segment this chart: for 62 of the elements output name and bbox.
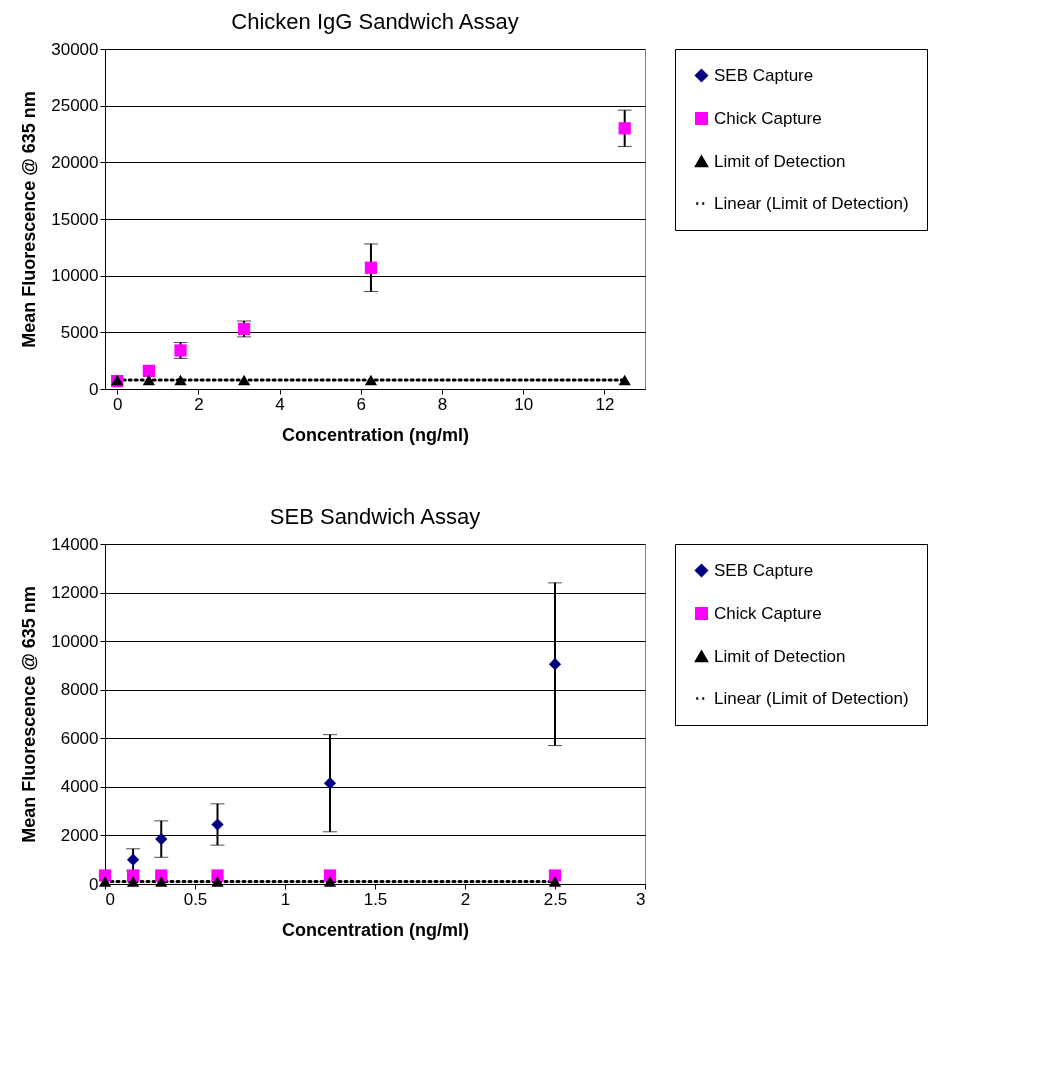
y-tick-label: 5000 — [60, 322, 99, 342]
y-tick-label: 14000 — [51, 534, 99, 554]
point — [364, 374, 378, 386]
x-tick-label: 2 — [194, 394, 204, 414]
legend-label: Linear (Limit of Detection) — [714, 193, 909, 213]
x-tick-label: 0.5 — [183, 889, 208, 909]
point — [155, 832, 168, 846]
point — [142, 364, 155, 377]
y-axis-title: Mean Fluorescence @ 635 nm — [19, 586, 40, 843]
x-tick-label: 1 — [280, 889, 291, 909]
point — [174, 374, 187, 386]
point — [126, 853, 140, 866]
x-tick-label: 10 — [514, 394, 534, 414]
point — [364, 261, 378, 274]
y-tick-label: 0 — [89, 379, 99, 399]
x-tick-label: 1.5 — [363, 889, 388, 909]
y-tick-label: 10000 — [51, 631, 99, 651]
point — [618, 122, 631, 135]
y-tick-label: 12000 — [51, 583, 99, 603]
point — [323, 876, 337, 887]
x-tick-label: 4 — [275, 394, 285, 414]
legend-label: SEB Capture — [714, 560, 814, 580]
point — [211, 818, 224, 831]
point — [548, 658, 562, 671]
legend-label: Limit of Detection — [714, 646, 846, 666]
point — [142, 374, 155, 386]
x-tick-label: 6 — [356, 394, 367, 414]
legend-label: Linear (Limit of Detection) — [714, 688, 909, 708]
point — [548, 876, 562, 887]
legend-label: Chick Capture — [714, 603, 822, 623]
point — [323, 777, 337, 790]
x-tick-label: 8 — [437, 394, 448, 414]
x-tick-label: 12 — [595, 394, 615, 414]
x-tick-label: 2 — [460, 889, 471, 909]
x-axis-title: Concentration (ng/ml) — [282, 919, 469, 940]
y-tick-label: 0 — [89, 874, 99, 894]
legend-label: Chick Capture — [714, 108, 822, 128]
x-tick-label: 0 — [105, 889, 115, 909]
chart-title: Chicken IgG Sandwich Assay — [231, 9, 519, 34]
x-tick-label: 0 — [112, 394, 123, 414]
y-tick-label: 10000 — [51, 266, 99, 286]
x-tick-label: 3 — [636, 889, 646, 909]
y-tick-label: 6000 — [60, 728, 99, 748]
y-tick-label: 8000 — [60, 680, 99, 700]
point — [237, 374, 251, 386]
y-tick-label: 25000 — [51, 96, 99, 116]
x-axis-title: Concentration (ng/ml) — [282, 424, 469, 445]
y-tick-label: 30000 — [51, 39, 99, 59]
y-tick-label: 15000 — [51, 209, 99, 229]
y-axis-title: Mean Fluorescence @ 635 nm — [19, 91, 40, 348]
y-tick-label: 4000 — [60, 777, 99, 797]
x-tick-label: 2.5 — [543, 889, 568, 909]
point — [155, 876, 168, 887]
point — [126, 876, 140, 887]
chart-title: SEB Sandwich Assay — [269, 504, 481, 529]
y-tick-label: 2000 — [60, 825, 99, 845]
point — [211, 876, 224, 887]
legend-label: Limit of Detection — [714, 151, 846, 171]
point — [98, 876, 112, 887]
point — [618, 374, 631, 386]
y-tick-label: 20000 — [51, 152, 99, 172]
legend-label: SEB Capture — [714, 65, 814, 85]
